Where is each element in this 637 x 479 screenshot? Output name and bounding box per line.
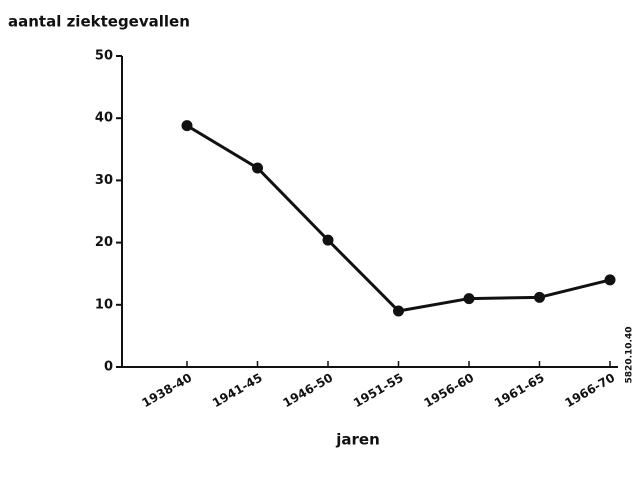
x-tick-label: 1938-40	[140, 371, 195, 411]
x-axis-label: jaren	[335, 431, 380, 449]
y-tick-label: 40	[95, 111, 113, 126]
point	[181, 120, 193, 132]
x-tick-label: 1951-55	[351, 371, 406, 411]
point	[463, 293, 475, 305]
line	[186, 124, 611, 313]
x-tick-label: 1956-60	[422, 371, 477, 411]
y-axis-label: aantal ziektegevallen	[8, 13, 190, 31]
x-tick-label: 1946-50	[281, 371, 336, 411]
y-tick-label: 30	[95, 173, 113, 188]
point	[604, 274, 616, 286]
x-tick-label: 1941-45	[210, 371, 265, 411]
point	[322, 234, 334, 246]
x-tick-label: 1961-65	[492, 371, 547, 411]
point	[393, 305, 404, 317]
y-tick-label: 10	[95, 297, 113, 312]
point	[534, 291, 545, 303]
y-tick-label: 20	[95, 235, 113, 250]
y-tick-label: 0	[104, 360, 113, 375]
point	[252, 162, 263, 174]
x-tick-label: 1966-70	[563, 371, 618, 411]
annotation: 5820.10.40	[625, 327, 635, 384]
y-tick-label: 50	[95, 49, 113, 64]
